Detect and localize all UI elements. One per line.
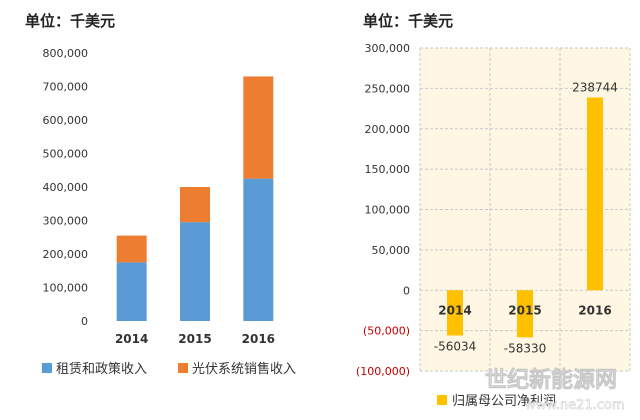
y-tick-label: 0 [81,315,88,328]
y-tick-label: (100,000) [356,365,410,378]
legend-label-net-profit: 归属母公司净利润 [452,394,556,409]
bar-net-profit [517,290,533,338]
x-category-label: 2014 [438,303,471,317]
y-tick-label: 200,000 [43,248,89,261]
data-label: 238744 [572,80,618,94]
x-category-label: 2015 [508,303,541,317]
y-tick-label: 150,000 [365,163,411,176]
data-label: -58330 [504,341,547,355]
x-category-label: 2016 [578,303,611,317]
net-profit-chart: 单位：千美元 (100,000) (50,000) 0 50,000 100,000 15… [356,12,631,413]
legend-swatch-net-profit [437,395,447,405]
x-category-label: 2016 [242,332,275,346]
stacked-revenue-chart: 单位：千美元 0 100,000 200,000 300,000 400,000 500,… [25,12,296,377]
watermark-text: 世纪新能源网 [485,367,617,393]
bar-segment-pv-sales [116,235,147,263]
y-tick-label: 500,000 [43,148,89,161]
y-tick-label: 200,000 [365,123,411,136]
bar-segment-pv-sales [180,187,210,223]
y-tick-label: 800,000 [43,47,89,60]
y-tick-label: (50,000) [363,325,410,338]
y-tick-label: 600,000 [43,114,89,127]
bar-net-profit [447,290,463,336]
y-tick-label: 100,000 [43,282,89,295]
bar-segment-rental [180,222,210,321]
y-tick-label: 0 [403,284,410,297]
legend-swatch-rental [42,363,52,373]
y-tick-label: 250,000 [365,82,411,95]
y-tick-label: 300,000 [43,215,89,228]
bar-net-profit [587,97,603,291]
bar-segment-rental [116,262,147,321]
bar-segment-rental [243,178,274,321]
y-tick-label: 700,000 [43,81,89,94]
data-label: -56034 [434,339,477,353]
x-category-label: 2015 [178,332,211,346]
bar-segment-pv-sales [243,76,274,179]
y-tick-label: 100,000 [365,204,411,217]
y-tick-label: 50,000 [372,244,411,257]
y-tick-label: 300,000 [365,42,411,55]
right-unit-label: 单位：千美元 [363,12,453,30]
left-unit-label: 单位：千美元 [25,12,115,30]
legend-label-rental: 租赁和政策收入 [56,361,147,377]
legend-label-pv-sales: 光伏系统销售收入 [192,361,296,377]
legend-swatch-pv-sales [178,363,188,373]
watermark-url: www.ne21.com [525,398,625,413]
y-tick-label: 400,000 [43,181,89,194]
x-category-label: 2014 [115,332,148,346]
